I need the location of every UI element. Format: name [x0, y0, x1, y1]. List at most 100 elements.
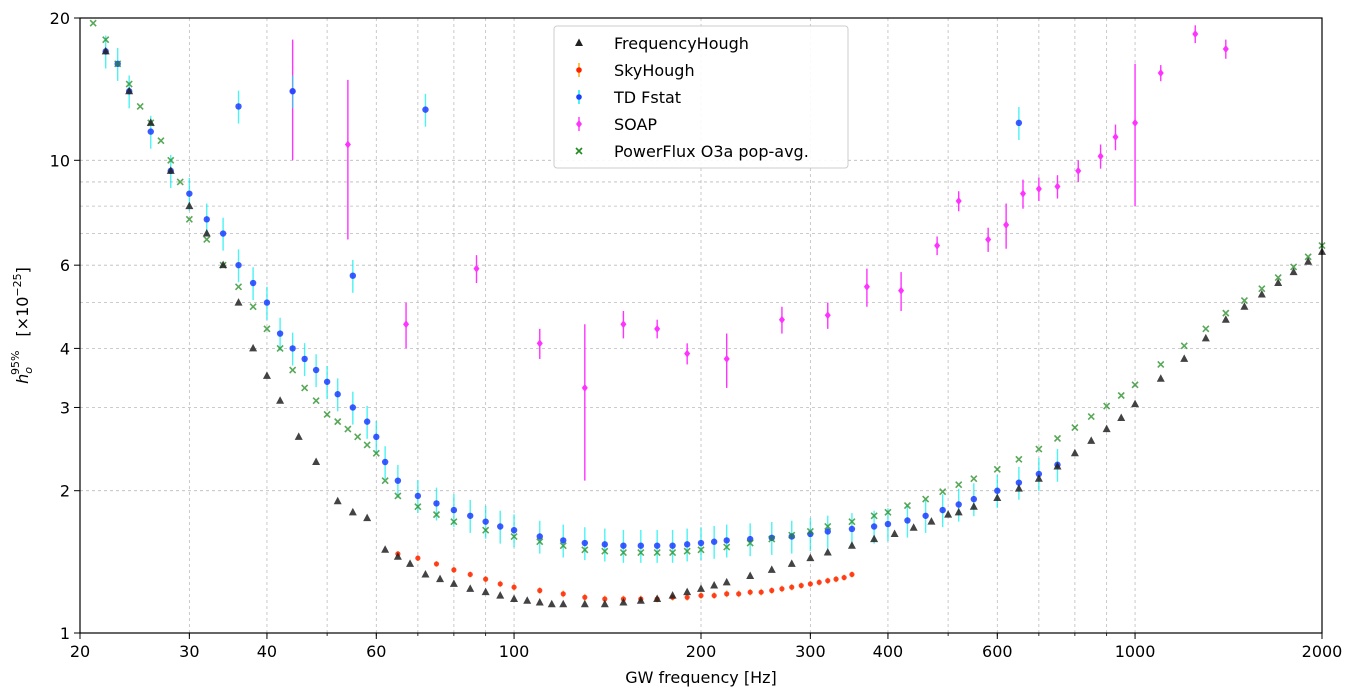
frequencyhough-point — [219, 260, 228, 269]
td-fstat-point — [955, 501, 962, 508]
powerflux-point — [394, 492, 402, 500]
powerflux-point — [176, 178, 184, 186]
td-fstat-point — [922, 512, 929, 519]
frequencyhough-point — [1131, 399, 1140, 408]
legend-box — [553, 25, 849, 169]
frequencyhough-point — [363, 513, 372, 522]
td-fstat-point — [235, 103, 242, 110]
powerflux-point — [372, 449, 380, 457]
td-fstat-point — [904, 517, 911, 524]
skyhough-point — [537, 587, 543, 594]
soap-point — [620, 320, 627, 329]
powerflux-point — [1180, 342, 1188, 350]
frequencyhough-point — [1102, 424, 1111, 433]
frequencyhough-point — [683, 587, 692, 596]
skyhough-point — [467, 571, 473, 578]
legend-diamond-marker — [576, 120, 582, 128]
powerflux-point — [1274, 273, 1282, 282]
frequencyhough-point — [823, 548, 832, 556]
powerflux-point — [1035, 445, 1043, 453]
frequencyhough-point — [234, 298, 243, 306]
powerflux-point — [414, 503, 422, 511]
frequencyhough-point — [101, 46, 110, 55]
series-layer — [89, 19, 1326, 608]
x-tick-label: 1000 — [1115, 642, 1156, 661]
frequencyhough-point — [1034, 474, 1043, 482]
powerflux-point — [114, 60, 122, 68]
skyhough-point — [849, 571, 855, 578]
x-tick-label: 400 — [873, 642, 904, 661]
powerflux-point — [601, 547, 609, 555]
td-fstat-point — [601, 541, 609, 548]
powerflux-point — [1290, 263, 1298, 271]
frequencyhough-point — [1117, 413, 1126, 421]
powerflux-point — [510, 532, 518, 541]
skyhough-point — [747, 589, 753, 595]
powerflux-point — [1202, 325, 1210, 333]
td-fstat-point — [433, 500, 440, 507]
y-label-sub: o — [22, 367, 35, 374]
powerflux-point — [89, 19, 97, 27]
y-tick-label: 2 — [60, 482, 70, 501]
td-fstat-point — [235, 261, 242, 269]
frequencyhough-point — [1289, 267, 1298, 276]
legend-label: PowerFlux O3a pop-avg. — [614, 142, 809, 161]
powerflux-point — [301, 384, 309, 392]
skyhough-point — [724, 591, 730, 597]
td-fstat-point — [884, 520, 892, 528]
powerflux-point — [363, 441, 371, 449]
td-fstat-point — [289, 345, 296, 352]
skyhough-point — [807, 581, 813, 587]
frequencyhough-point — [1221, 315, 1230, 323]
soap-point — [1097, 152, 1104, 161]
soap-point — [985, 235, 992, 244]
powerflux-point — [536, 538, 544, 546]
skyhough-point — [497, 581, 503, 587]
series-frequencyhough — [101, 46, 1326, 608]
frequencyhough-point — [944, 510, 953, 518]
frequencyhough-point — [847, 541, 856, 549]
soap-point — [1132, 118, 1139, 127]
skyhough-point — [483, 576, 489, 582]
frequencyhough-point — [954, 507, 963, 516]
legend-entry: SkyHough — [576, 61, 695, 80]
skyhough-point — [698, 592, 704, 599]
td-fstat-point — [349, 404, 357, 411]
powerflux-point — [1222, 309, 1230, 317]
powerflux-point — [234, 283, 243, 291]
td-fstat-point — [373, 433, 380, 441]
y-label-close: ] — [13, 267, 32, 273]
skyhough-point — [736, 591, 742, 597]
powerflux-point — [848, 518, 856, 526]
y-tick-label: 1 — [60, 624, 70, 643]
frequencyhough-point — [535, 598, 544, 606]
soap-point — [536, 339, 543, 348]
td-fstat-point — [870, 523, 878, 530]
frequencyhough-point — [1201, 333, 1210, 342]
soap-point — [1075, 166, 1082, 175]
soap-point — [824, 311, 831, 320]
soap-point — [1157, 68, 1164, 77]
powerflux-point — [157, 137, 165, 145]
soap-point — [654, 324, 661, 333]
powerflux-point — [746, 539, 754, 547]
soap-point — [863, 282, 870, 291]
td-fstat-point — [994, 487, 1001, 494]
powerflux-point — [1071, 424, 1079, 432]
x-tick-label: 20 — [70, 642, 90, 661]
frequencyhough-point — [436, 574, 445, 583]
td-fstat-point — [788, 533, 795, 540]
legend-x-marker — [575, 147, 583, 155]
powerflux-point — [125, 80, 133, 88]
frequencyhough-point — [710, 581, 719, 589]
powerflux-point — [1087, 412, 1095, 421]
x-tick-label: 40 — [257, 642, 277, 661]
frequencyhough-point — [1053, 462, 1062, 470]
powerflux-point — [1103, 402, 1111, 410]
powerflux-point — [955, 481, 963, 489]
frequencyhough-point — [185, 201, 194, 210]
series-td-fstat — [102, 35, 1061, 563]
powerflux-point — [136, 102, 144, 111]
powerflux-point — [788, 531, 796, 539]
frequencyhough-point — [697, 584, 705, 592]
